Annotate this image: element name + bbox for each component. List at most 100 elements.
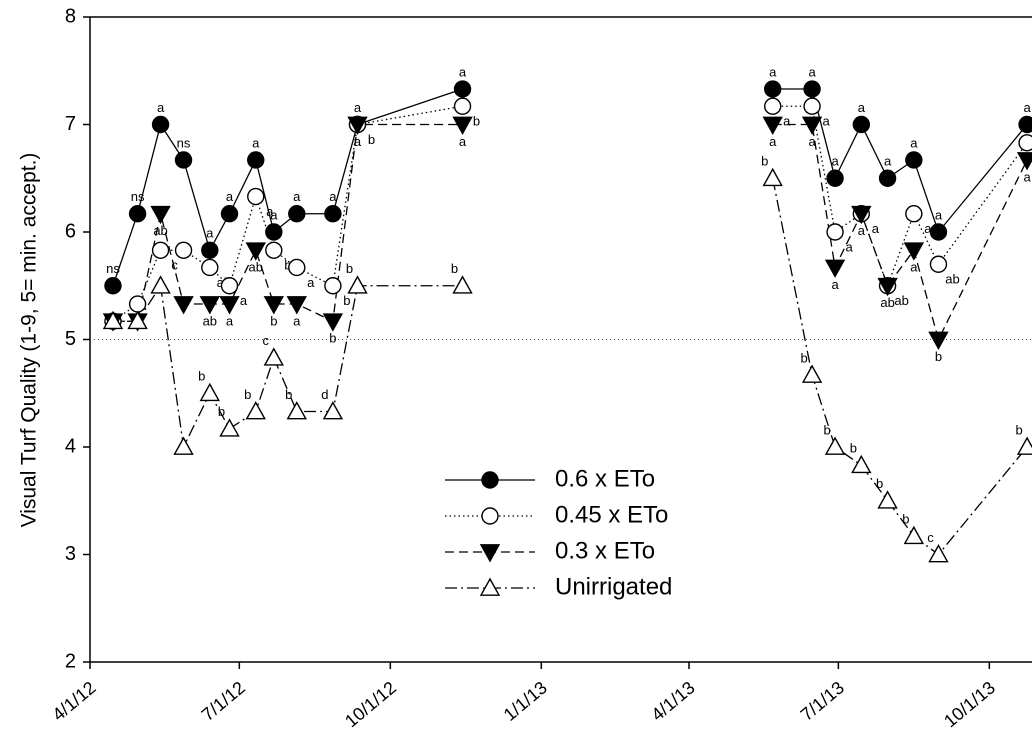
data-point xyxy=(803,80,821,98)
data-point xyxy=(150,275,171,294)
data-point xyxy=(265,241,283,259)
data-point xyxy=(801,116,823,135)
significance-label: a xyxy=(910,135,918,150)
significance-label: b xyxy=(850,441,857,456)
significance-label: a xyxy=(808,134,816,149)
data-point xyxy=(347,116,368,135)
significance-label: a xyxy=(783,114,791,129)
data-point xyxy=(851,205,872,225)
significance-label: a xyxy=(924,221,932,236)
legend-label: 0.45 x ETo xyxy=(555,501,668,528)
data-point xyxy=(322,401,344,420)
data-point xyxy=(247,151,265,169)
legend-marker xyxy=(481,507,499,525)
significance-label: c xyxy=(927,530,934,545)
significance-label: a xyxy=(459,134,467,149)
data-point xyxy=(322,313,344,332)
significance-label: a xyxy=(270,207,278,222)
data-point xyxy=(851,454,872,474)
data-point xyxy=(928,544,949,563)
significance-label: b xyxy=(1015,422,1022,437)
data-point xyxy=(453,80,472,98)
significance-label: a xyxy=(252,135,260,150)
significance-label: a xyxy=(226,189,234,204)
significance-label: a xyxy=(858,223,866,238)
significance-label: b xyxy=(343,293,350,308)
data-point xyxy=(903,525,925,545)
significance-label: ns xyxy=(131,189,145,204)
data-point xyxy=(173,296,194,315)
significance-label: b xyxy=(270,313,277,328)
data-point xyxy=(220,277,239,295)
significance-label: ab xyxy=(249,260,263,275)
series-line xyxy=(112,88,1028,286)
data-point xyxy=(852,115,871,134)
significance-label: a xyxy=(354,134,362,149)
data-point xyxy=(219,418,240,437)
data-point xyxy=(764,80,782,98)
series-line xyxy=(112,105,1028,322)
data-point xyxy=(324,205,342,223)
significance-label: b xyxy=(451,261,458,276)
x-tick-label: 7/1/13 xyxy=(797,677,848,724)
data-point xyxy=(929,223,948,241)
data-point xyxy=(128,205,147,223)
significance-label: a xyxy=(884,154,892,169)
data-point xyxy=(263,296,284,315)
data-point xyxy=(245,242,266,261)
data-point xyxy=(151,115,170,134)
significance-label: a xyxy=(822,114,830,129)
series-line xyxy=(112,123,1028,342)
data-point xyxy=(288,205,306,223)
data-point xyxy=(151,241,170,259)
data-point xyxy=(247,187,265,206)
data-point xyxy=(199,296,220,315)
significance-label: a xyxy=(226,313,234,328)
data-point xyxy=(265,223,283,241)
data-point xyxy=(928,331,949,350)
legend-marker xyxy=(479,577,501,596)
data-point xyxy=(128,295,147,313)
significance-label: a xyxy=(910,260,918,275)
significance-label: b xyxy=(244,387,251,402)
data-point xyxy=(219,296,240,315)
significance-label: ab xyxy=(880,295,894,310)
significance-label: a xyxy=(329,189,337,204)
significance-label: a xyxy=(872,221,880,236)
significance-label: b xyxy=(368,132,375,147)
data-point xyxy=(174,241,193,259)
significance-label: b xyxy=(902,512,909,527)
data-point xyxy=(452,116,473,135)
significance-label: a xyxy=(769,64,777,79)
data-point xyxy=(877,490,898,509)
significance-label: a xyxy=(266,204,274,219)
significance-label: a xyxy=(845,239,853,254)
significance-label: a xyxy=(293,189,301,204)
data-point xyxy=(803,97,821,115)
significance-label: a xyxy=(1023,169,1031,184)
data-point xyxy=(824,436,846,455)
significance-label: d xyxy=(321,387,328,402)
data-point xyxy=(199,382,220,402)
significance-label: a xyxy=(1023,100,1031,115)
data-point xyxy=(201,241,219,259)
legend-label: 0.3 x ETo xyxy=(555,537,655,564)
data-point xyxy=(1016,152,1032,171)
x-tick-label: 10/1/12 xyxy=(341,677,400,731)
significance-label: b xyxy=(823,422,830,437)
x-tick-label: 10/1/13 xyxy=(940,677,999,731)
data-point xyxy=(905,151,923,169)
significance-label: b xyxy=(198,369,205,384)
significance-label: a xyxy=(769,134,777,149)
significance-label: b xyxy=(329,331,336,346)
significance-label: ab xyxy=(945,272,959,287)
data-point xyxy=(453,97,472,115)
significance-label: b xyxy=(285,387,292,402)
significance-label: b xyxy=(218,404,225,419)
significance-label: c xyxy=(171,258,178,273)
significance-label: ns xyxy=(106,261,120,276)
significance-label: ns xyxy=(177,135,191,150)
data-point xyxy=(245,401,266,420)
